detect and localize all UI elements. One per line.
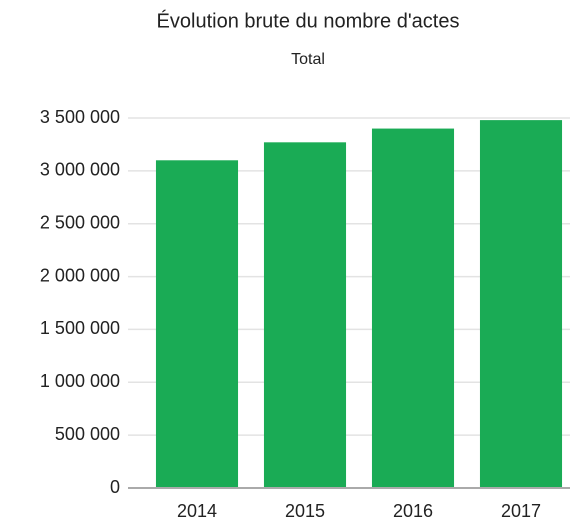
y-tick-label: 3 500 000 xyxy=(40,107,120,127)
x-tick-label: 2015 xyxy=(285,501,325,521)
chart-title: Évolution brute du nombre d'actes xyxy=(157,9,460,32)
y-tick-label: 1 000 000 xyxy=(40,371,120,391)
chart-subtitle: Total xyxy=(291,51,325,68)
y-tick-label: 1 500 000 xyxy=(40,318,120,338)
x-tick-label: 2016 xyxy=(393,501,433,521)
bar xyxy=(263,142,347,489)
y-tick-label: 3 000 000 xyxy=(40,160,120,180)
x-tick-label: 2017 xyxy=(501,501,541,521)
y-tick-label: 2 000 000 xyxy=(40,265,120,285)
y-tick-label: 2 500 000 xyxy=(40,212,120,232)
y-tick-label: 500 000 xyxy=(55,424,120,444)
bar xyxy=(155,160,239,489)
y-tick-label: 0 xyxy=(110,477,120,497)
bar xyxy=(371,128,455,489)
bar xyxy=(479,120,563,488)
x-tick-label: 2014 xyxy=(177,501,217,521)
